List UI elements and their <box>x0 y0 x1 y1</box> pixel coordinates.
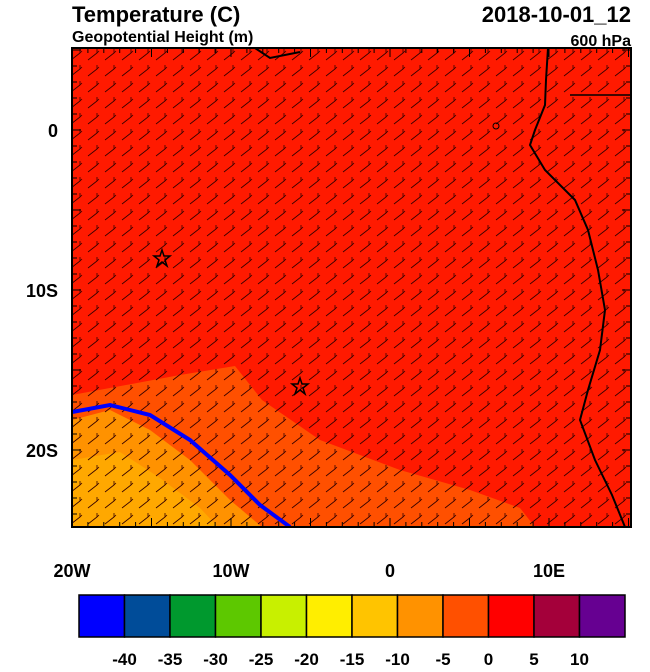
wind-barbs <box>72 48 631 527</box>
level: 600 hPa <box>571 33 632 50</box>
lat-label: 0 <box>48 121 58 141</box>
subtitle: Geopotential Height (m) <box>72 29 253 46</box>
colorbar-box <box>260 594 308 638</box>
colorbar-box <box>533 594 581 638</box>
colorbar-label: -25 <box>249 650 274 667</box>
colorbar-label: -40 <box>112 650 137 667</box>
colorbar: -40 -35 -30 -25 -20 -15 -10 -5 0 5 10 <box>78 594 626 669</box>
colorbar-box <box>78 594 126 638</box>
title: Temperature (C) <box>72 2 240 27</box>
plot-frame <box>71 47 632 528</box>
colorbar-box <box>442 594 490 638</box>
island <box>492 122 500 130</box>
colorbar-box <box>305 594 353 638</box>
colorbar-box <box>214 594 262 638</box>
colorbar-label: -5 <box>435 650 450 667</box>
lat-label: 10S <box>26 281 58 301</box>
contour-line <box>72 402 292 527</box>
colorbar-box <box>351 594 399 638</box>
colorbar-label: -10 <box>385 650 410 667</box>
colorbar-box <box>123 594 171 638</box>
lon-label: 10E <box>533 561 565 581</box>
colorbar-box <box>578 594 626 638</box>
colorbar-box <box>169 594 217 638</box>
lon-label: 10W <box>212 561 249 581</box>
colorbar-label: -15 <box>340 650 365 667</box>
marker-star <box>289 375 311 397</box>
lat-label: 20S <box>26 441 58 461</box>
colorbar-box <box>487 594 535 638</box>
colorbar-label: 0 <box>484 650 493 667</box>
axis-ticks: 0 10S 20S 20W 10W 0 10E <box>26 48 631 581</box>
coastline-north <box>254 48 301 60</box>
lon-label: 0 <box>385 561 395 581</box>
colorbar-label: 10 <box>570 650 589 667</box>
marker-star <box>151 247 173 269</box>
datetime: 2018-10-01_12 <box>482 2 631 27</box>
colorbar-label: -30 <box>203 650 228 667</box>
lon-label: 20W <box>53 561 90 581</box>
colorbar-label: 5 <box>529 650 538 667</box>
colorbar-label: -35 <box>158 650 183 667</box>
coastline <box>528 48 626 527</box>
map-field <box>72 48 631 527</box>
colorbar-label: -20 <box>294 650 319 667</box>
colorbar-box <box>396 594 444 638</box>
